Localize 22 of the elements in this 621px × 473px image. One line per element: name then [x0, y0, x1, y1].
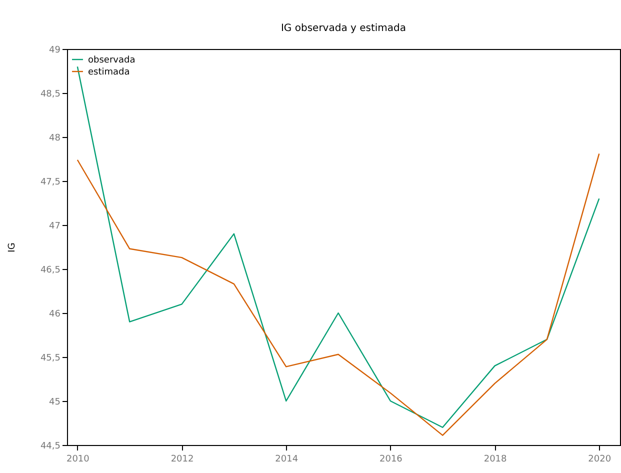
y-axis-title: IG — [7, 242, 18, 252]
x-tick-label: 2016 — [380, 454, 403, 464]
legend-label: estimada — [88, 68, 130, 78]
x-tick-label: 2018 — [484, 454, 508, 464]
y-tick-label: 47,5 — [40, 178, 60, 188]
legend-label: observada — [88, 56, 136, 66]
y-tick-label: 44,5 — [40, 442, 60, 452]
y-tick-label: 47 — [49, 222, 60, 232]
y-tick-label: 45 — [49, 398, 60, 408]
x-tick-label: 2010 — [66, 454, 90, 464]
y-tick-label: 48,5 — [40, 90, 60, 100]
y-tick-label: 46,5 — [40, 266, 60, 276]
x-tick-label: 2020 — [588, 454, 612, 464]
y-tick-label: 49 — [49, 46, 61, 56]
x-tick-label: 2014 — [275, 454, 298, 464]
line-series — [76, 153, 600, 436]
x-tick-label: 2012 — [170, 454, 194, 464]
chart-title: IG observada y estimada — [280, 23, 406, 34]
line-series — [76, 66, 600, 428]
y-tick-label: 48 — [49, 134, 61, 144]
y-tick-label: 45,5 — [40, 354, 60, 364]
y-tick-label: 46 — [49, 310, 61, 320]
